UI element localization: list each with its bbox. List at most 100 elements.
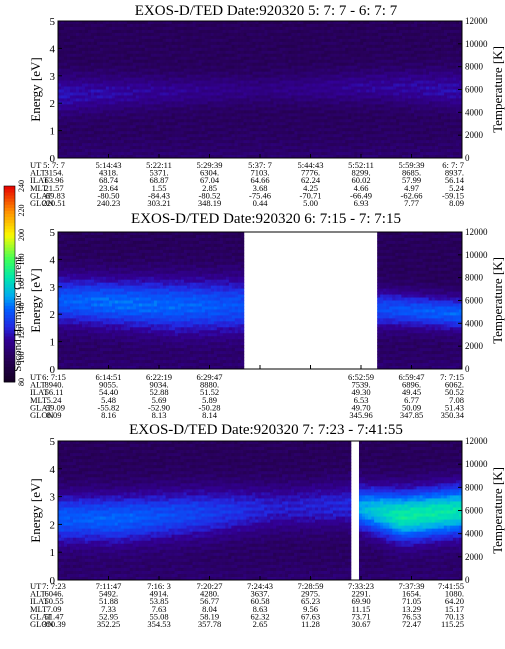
heatmap-cell [168, 95, 173, 99]
heatmap-cell [252, 89, 256, 93]
heatmap-cell [354, 29, 358, 34]
heatmap-cell [204, 80, 209, 84]
heatmap-cell [93, 95, 98, 99]
heatmap-cell [75, 125, 80, 129]
heatmap-cell [357, 89, 361, 93]
heatmap-cell [357, 128, 361, 132]
heatmap-cell [150, 83, 155, 87]
heatmap-cell [318, 95, 322, 99]
heatmap-cell [168, 143, 173, 147]
heatmap-cell [354, 140, 358, 144]
heatmap-cell [117, 65, 122, 70]
heatmap-cell [96, 62, 101, 67]
heatmap-cell [198, 131, 203, 135]
heatmap-cell [201, 128, 206, 132]
heatmap-cell [84, 50, 89, 55]
heatmap-cell [237, 149, 241, 153]
heatmap-cell [216, 92, 220, 96]
heatmap-cell [285, 143, 289, 147]
heatmap-cell [294, 101, 298, 105]
heatmap-cell [219, 65, 223, 70]
heatmap-cell [237, 146, 241, 150]
heatmap-cell [225, 122, 229, 126]
heatmap-cell [207, 83, 212, 87]
heatmap-cell [132, 113, 137, 117]
heatmap-cell [213, 140, 217, 144]
heatmap-cell [273, 92, 277, 96]
heatmap-cell [348, 140, 352, 144]
heatmap-cell [336, 62, 340, 67]
heatmap-cell [318, 21, 322, 25]
heatmap-cell [58, 80, 62, 84]
heatmap-cell [306, 152, 310, 156]
heatmap-cell [165, 47, 170, 52]
heatmap-cell [189, 146, 194, 150]
heatmap-cell [303, 68, 307, 73]
heatmap-cell [180, 146, 185, 150]
heatmap-cell [192, 56, 197, 61]
heatmap-cell [369, 47, 373, 52]
heatmap-cell [297, 146, 301, 150]
heatmap-cell [378, 101, 382, 105]
heatmap-cell [333, 68, 337, 73]
heatmap-cell [330, 62, 334, 67]
heatmap-cell [237, 107, 241, 111]
heatmap-cell [297, 122, 301, 126]
heatmap-cell [171, 143, 176, 147]
heatmap-cell [165, 41, 170, 46]
heatmap-cell [261, 134, 265, 138]
heatmap-cell [345, 80, 349, 84]
heatmap-cell [93, 143, 98, 147]
heatmap-cell [159, 101, 164, 105]
heatmap-cell [348, 149, 352, 153]
heatmap-cell [195, 107, 200, 111]
heatmap-cell [351, 26, 355, 31]
heatmap-cell [153, 152, 158, 156]
heatmap-cell [132, 146, 137, 150]
heatmap-cell [105, 71, 110, 76]
heatmap-cell [234, 23, 238, 28]
heatmap-cell [213, 155, 217, 159]
heatmap-cell [186, 149, 191, 153]
heatmap-cell [192, 23, 197, 28]
heatmap-cell [129, 26, 134, 31]
heatmap-cell [168, 92, 173, 96]
heatmap-cell [342, 47, 346, 52]
heatmap-cell [90, 65, 95, 70]
heatmap-cell [291, 140, 295, 144]
heatmap-cell [102, 143, 107, 147]
heatmap-cell [204, 41, 209, 46]
heatmap-cell [225, 38, 229, 43]
heatmap-cell [72, 104, 77, 108]
heatmap-cell [282, 119, 286, 123]
heatmap-cell [312, 38, 316, 43]
heatmap-cell [264, 68, 268, 73]
heatmap-cell [177, 21, 182, 25]
heatmap-cell [135, 140, 140, 144]
heatmap-cell [252, 23, 256, 28]
heatmap-cell [177, 143, 182, 147]
heatmap-cell [78, 65, 83, 70]
heatmap-cell [63, 65, 68, 70]
heatmap-cell [330, 152, 334, 156]
heatmap-cell [147, 98, 152, 102]
heatmap-cell [60, 140, 65, 144]
heatmap-cell [150, 38, 155, 43]
heatmap-cell [294, 152, 298, 156]
heatmap-cell [219, 95, 223, 99]
heatmap-cell [222, 86, 226, 90]
heatmap-cell [183, 47, 188, 52]
heatmap-cell [228, 68, 232, 73]
heatmap-cell [108, 155, 113, 159]
heatmap-cell [303, 149, 307, 153]
heatmap-cell [183, 140, 188, 144]
heatmap-cell [111, 113, 116, 117]
heatmap-cell [87, 71, 92, 76]
heatmap-cell [135, 104, 140, 108]
heatmap-cell [321, 110, 325, 114]
heatmap-cell [58, 152, 62, 156]
heatmap-cell [162, 32, 167, 37]
heatmap-cell [318, 68, 322, 73]
heatmap-cell [324, 23, 328, 28]
heatmap-cell [330, 134, 334, 138]
